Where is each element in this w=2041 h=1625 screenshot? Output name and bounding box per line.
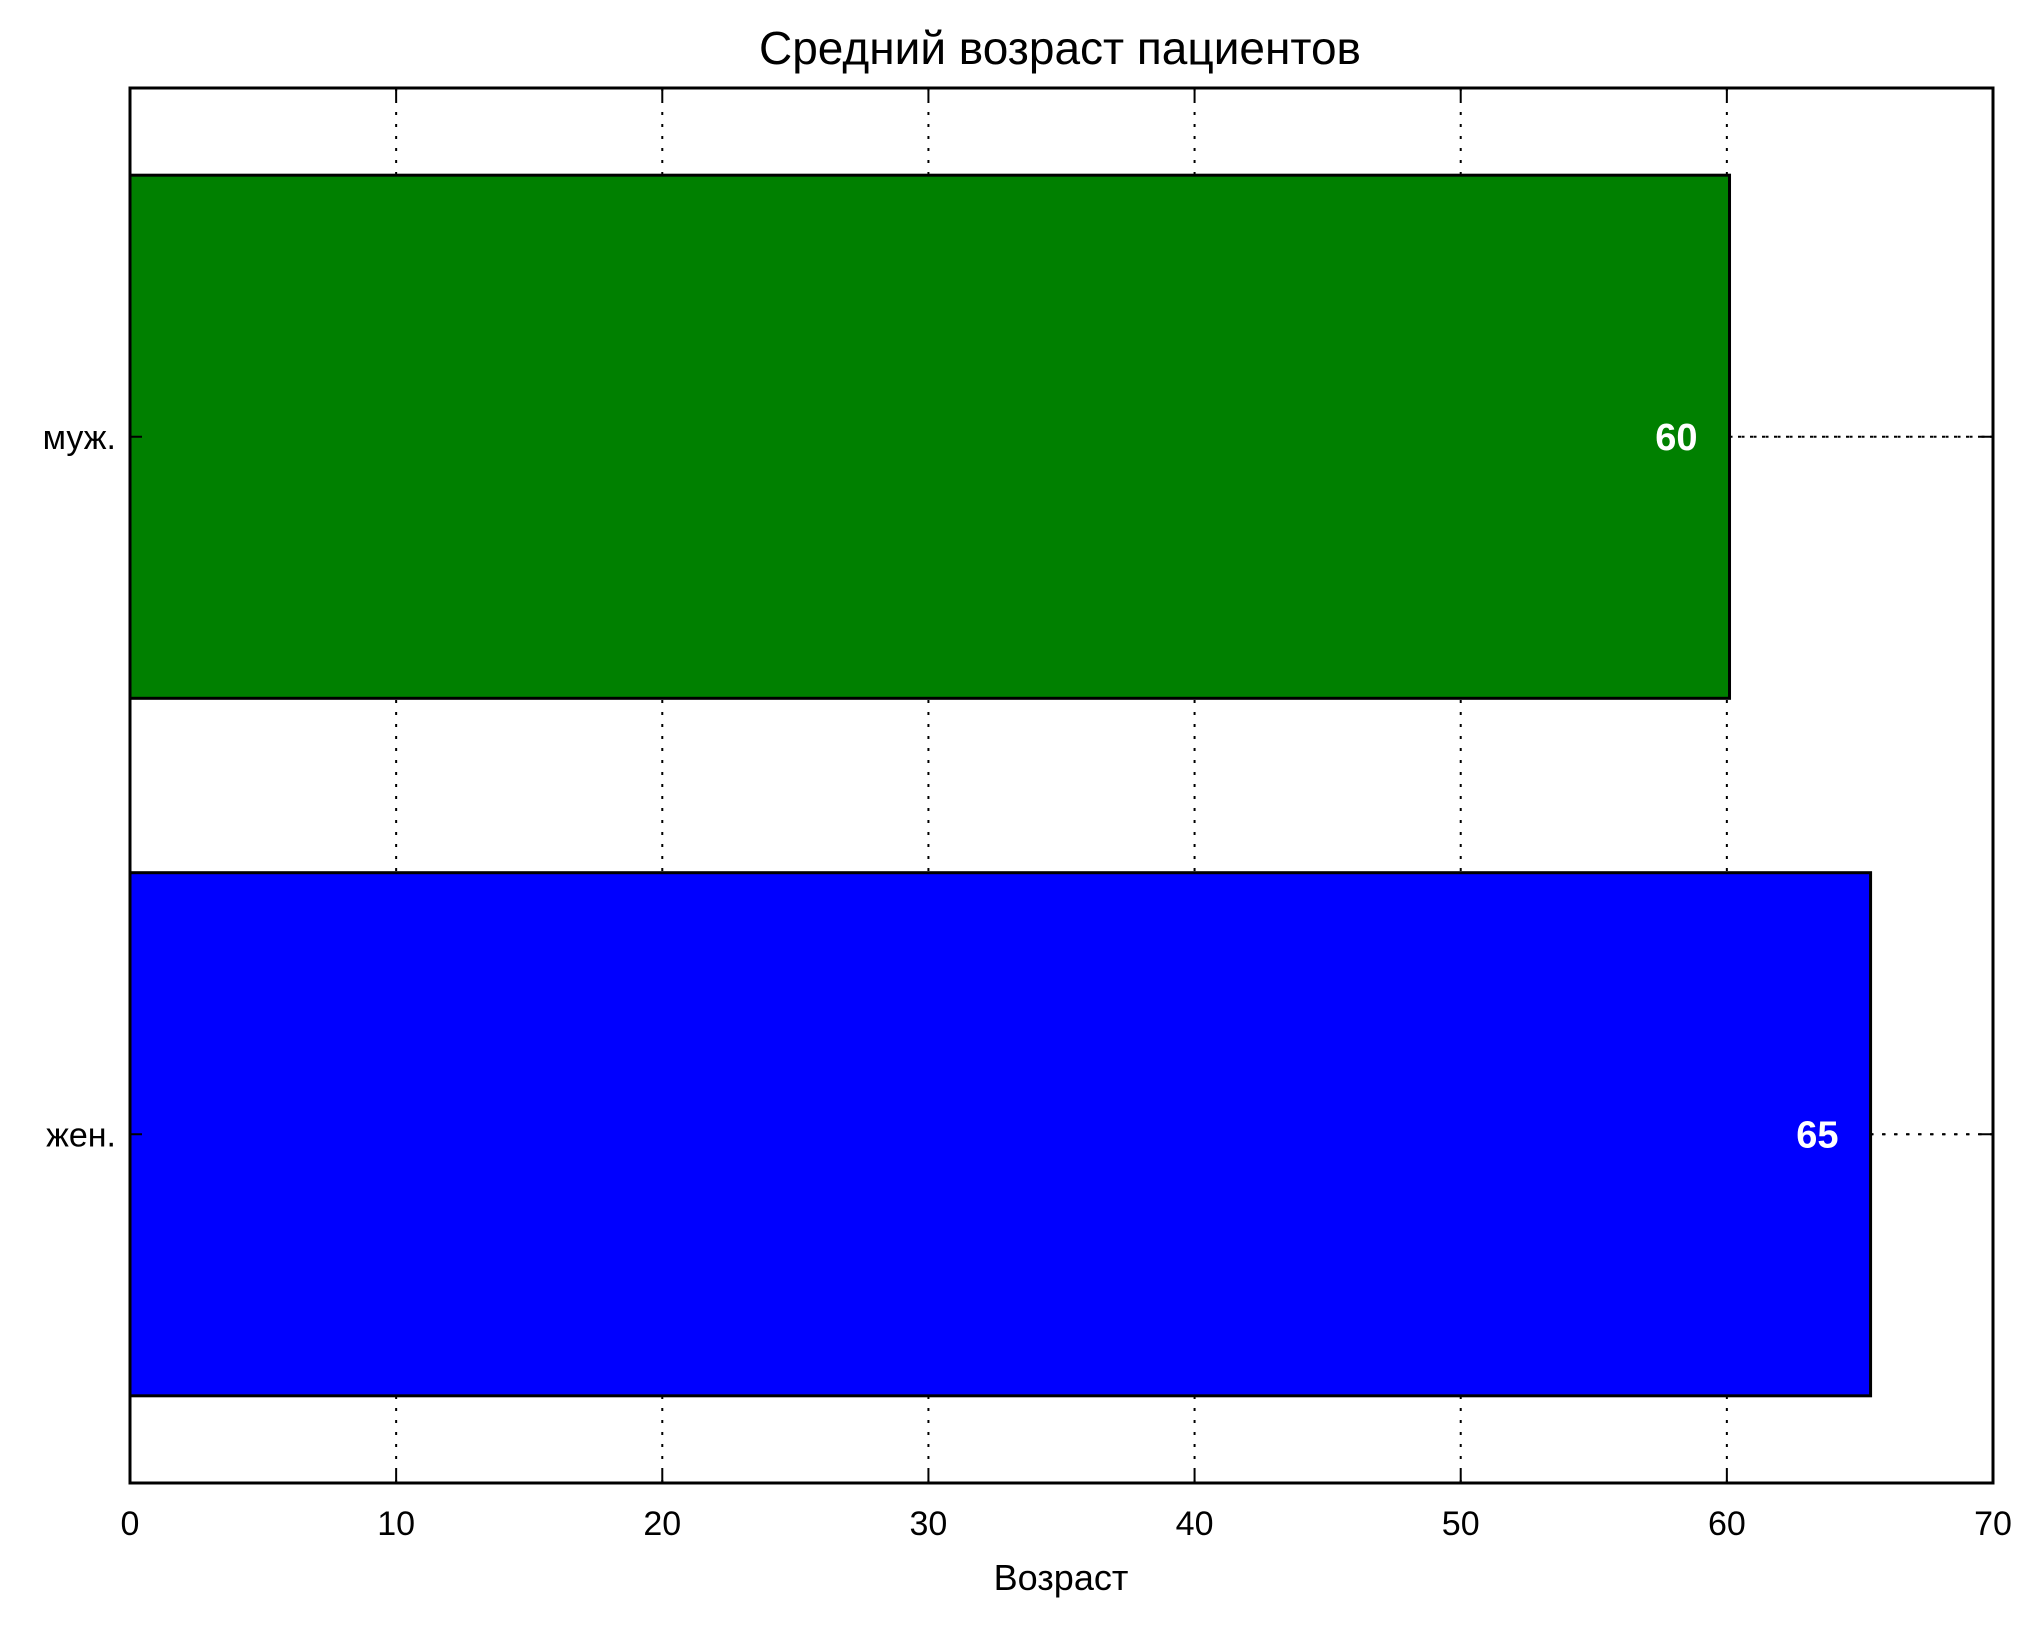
x-tick-label: 0	[121, 1505, 140, 1543]
x-tick-label: 40	[1176, 1505, 1214, 1543]
bar-value-label: 60	[1655, 417, 1697, 459]
plot-frame	[128, 86, 1995, 1485]
bar-value-labels: 60 65	[1655, 417, 1838, 1157]
x-tick-label: 50	[1442, 1505, 1480, 1543]
bar-value-label: 65	[1796, 1114, 1838, 1156]
bar	[128, 871, 1873, 1398]
grid-lines	[130, 88, 1993, 1483]
x-axis-label: Возраст	[994, 1557, 1129, 1598]
y-axis-ticks: муж. жен.	[43, 419, 1993, 1154]
y-tick-label: муж.	[43, 419, 116, 457]
chart-title: Средний возраст пациентов	[759, 22, 1361, 74]
x-tick-label: 20	[643, 1505, 681, 1543]
x-axis-ticks: 0 10 20 30 40 50 60 70	[121, 88, 2012, 1543]
x-tick-label: 30	[910, 1505, 948, 1543]
bar	[128, 173, 1732, 700]
y-tick-label: жен.	[46, 1116, 116, 1154]
x-tick-label: 60	[1708, 1505, 1746, 1543]
category-grid-lines	[1729, 435, 1993, 1136]
bars	[128, 173, 1873, 1398]
x-tick-label: 10	[377, 1505, 415, 1543]
x-tick-label: 70	[1974, 1505, 2012, 1543]
